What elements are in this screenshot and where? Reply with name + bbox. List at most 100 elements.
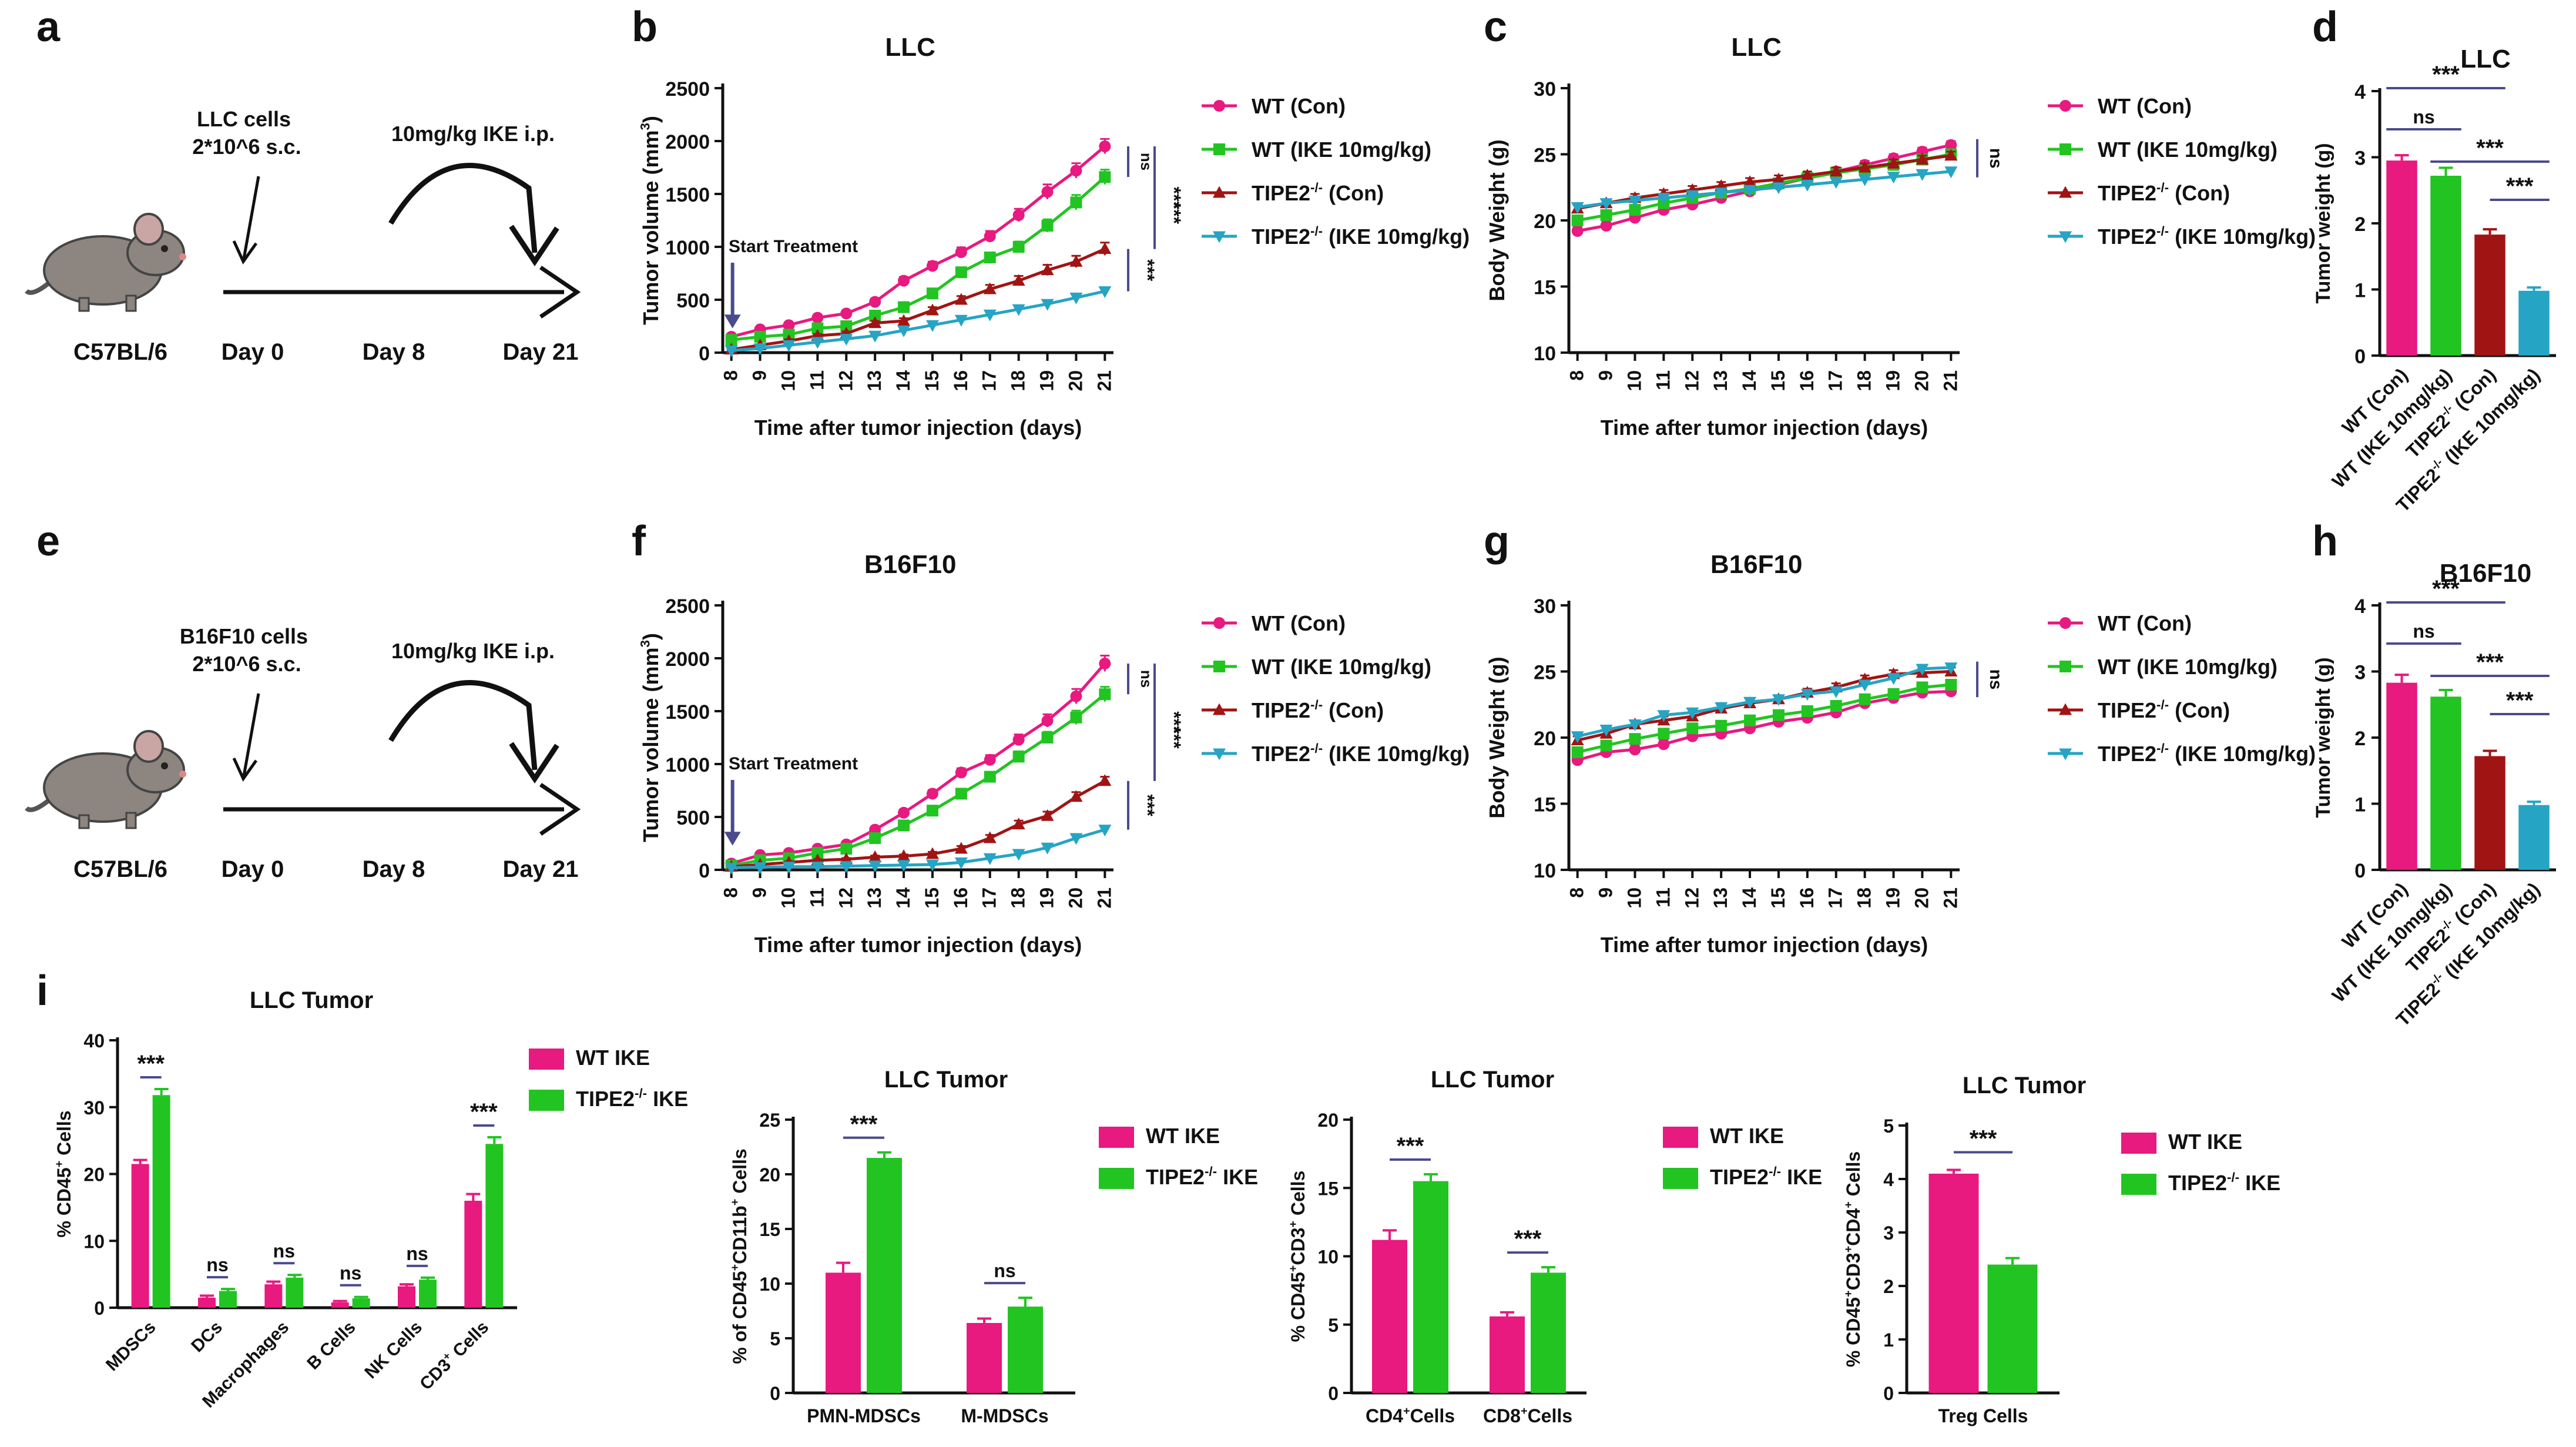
legend-label: WT (Con) (1252, 94, 1346, 118)
marker-triangle-down (1069, 833, 1083, 845)
marker-triangle-down (724, 862, 738, 875)
x-tick-label: 21 (1940, 887, 1961, 909)
bar (1413, 1181, 1448, 1393)
y-axis-label-part: Tumor volume (mm (639, 130, 663, 325)
panel-letter-b: b (632, 4, 658, 51)
legend-label-part: TIPE2 (2098, 698, 2156, 722)
marker-triangle (983, 282, 997, 294)
y-tick-label: 2500 (665, 78, 710, 101)
legend-label-part: -/- (1205, 1164, 1217, 1179)
x-tick-label: 13 (864, 370, 885, 391)
x-category-label-part: PMN-MDSCs (807, 1405, 921, 1426)
y-axis-label-part: Tumor volume (mm (639, 648, 663, 842)
significance-label: ns (273, 1240, 295, 1261)
y-tick-label: 2 (1883, 1276, 1894, 1297)
start-treatment-label: Start Treatment (729, 754, 858, 773)
y-tick-label: 0 (1328, 1383, 1339, 1404)
legend-label-part: WT (Con) (1252, 94, 1346, 118)
y-tick-label: 0 (699, 343, 710, 365)
y-tick-label: 0 (94, 1298, 105, 1319)
x-tick-label: 10 (1624, 370, 1645, 391)
marker-triangle-down (1098, 286, 1112, 299)
marker-triangle (1887, 156, 1900, 169)
injection-arrowhead (232, 240, 258, 264)
y-axis-label-part: + (1842, 1290, 1855, 1297)
significance-label: *** (850, 1111, 878, 1137)
legend-swatch (2121, 1174, 2156, 1195)
y-axis-label-part: Body Weight (g) (1485, 656, 1509, 818)
y-axis-label-part: Cells (729, 1148, 750, 1198)
legend-label-part: WT IKE (576, 1046, 650, 1070)
chart-title: B16F10 (1710, 550, 1803, 579)
significance-label: ns (340, 1262, 361, 1284)
marker-triangle (1213, 186, 1226, 198)
mouse-leg (125, 294, 137, 312)
y-axis-label-part: Cells (53, 1110, 75, 1160)
significance-label: *** (1163, 202, 1185, 225)
legend-label-part: TIPE2 (2168, 1171, 2227, 1195)
x-tick-label: 9 (1595, 370, 1616, 381)
marker-triangle-down (1772, 182, 1785, 195)
panel-letter-i: i (36, 967, 48, 1014)
x-tick-label: 14 (893, 887, 914, 909)
bar (1490, 1316, 1525, 1393)
y-tick-label: 2 (2354, 728, 2366, 750)
chart-title: LLC (885, 33, 935, 62)
legend-label-part: WT IKE (1146, 1124, 1220, 1148)
chart-i1: LLC Tumor 0 10 20 30 40 % CD45+ Cells *** MDSCs n… (53, 987, 688, 1412)
x-tick-label: 11 (806, 370, 827, 390)
bar (2518, 805, 2550, 870)
legend-label-part: TIPE2 (1252, 181, 1310, 205)
mouse-nose (179, 253, 186, 260)
marker-triangle (2059, 703, 2072, 715)
marker-square (2060, 661, 2071, 672)
x-category-label-part: CD4 (1366, 1405, 1403, 1426)
x-tick-label: 10 (1624, 887, 1645, 909)
marker-circle (1070, 165, 1082, 177)
schematic-cells: LLC cells (197, 107, 291, 131)
marker-triangle-down (1944, 662, 1958, 675)
marker-triangle-down (983, 853, 997, 865)
schematic-day21: Day 21 (503, 856, 579, 882)
panel-letter-f: f (632, 518, 646, 565)
marker-square (984, 771, 996, 783)
bar (464, 1201, 482, 1308)
x-tick-label: 21 (1094, 887, 1115, 909)
marker-triangle (1858, 160, 1871, 173)
significance-label: *** (1514, 1226, 1542, 1252)
marker-triangle (1069, 254, 1083, 267)
mouse-leg (125, 812, 137, 829)
marker-triangle (954, 293, 968, 305)
marker-square (1041, 220, 1054, 232)
marker-triangle (1743, 175, 1757, 187)
y-tick-label: 25 (1534, 662, 1556, 684)
y-axis-label: Tumor volume (mm3) (638, 116, 663, 325)
marker-triangle-down (954, 857, 968, 869)
x-tick-label: 14 (1739, 887, 1760, 909)
marker-square (1012, 751, 1025, 763)
y-axis-label: % CD45+CD3+ Cells (1287, 1171, 1309, 1342)
marker-square (840, 320, 853, 332)
x-category-label: NK Cells (361, 1318, 426, 1383)
significance-label: ns (1138, 670, 1155, 688)
significance-label: *** (2506, 688, 2534, 714)
series-2 (1571, 149, 1958, 214)
legend-label-part: WT (IKE 10mg/kg) (2098, 138, 2278, 162)
schematic-strain: C57BL/6 (73, 339, 167, 365)
marker-square (1629, 204, 1641, 216)
schematic-day0: Day 0 (222, 856, 284, 882)
marker-square (1887, 688, 1900, 700)
marker-triangle-down (1657, 710, 1671, 722)
legend-label-part: -/- (1310, 698, 1323, 712)
y-tick-label: 20 (1534, 728, 1556, 750)
marker-circle (1099, 140, 1111, 152)
marker-triangle-down (1800, 689, 1814, 701)
bar (2430, 696, 2461, 870)
marker-triangle-down (782, 340, 796, 352)
marker-triangle-down (782, 862, 796, 874)
legend-label: WT (Con) (1252, 611, 1346, 635)
marker-circle (984, 230, 996, 242)
y-tick-label: 20 (83, 1164, 105, 1185)
